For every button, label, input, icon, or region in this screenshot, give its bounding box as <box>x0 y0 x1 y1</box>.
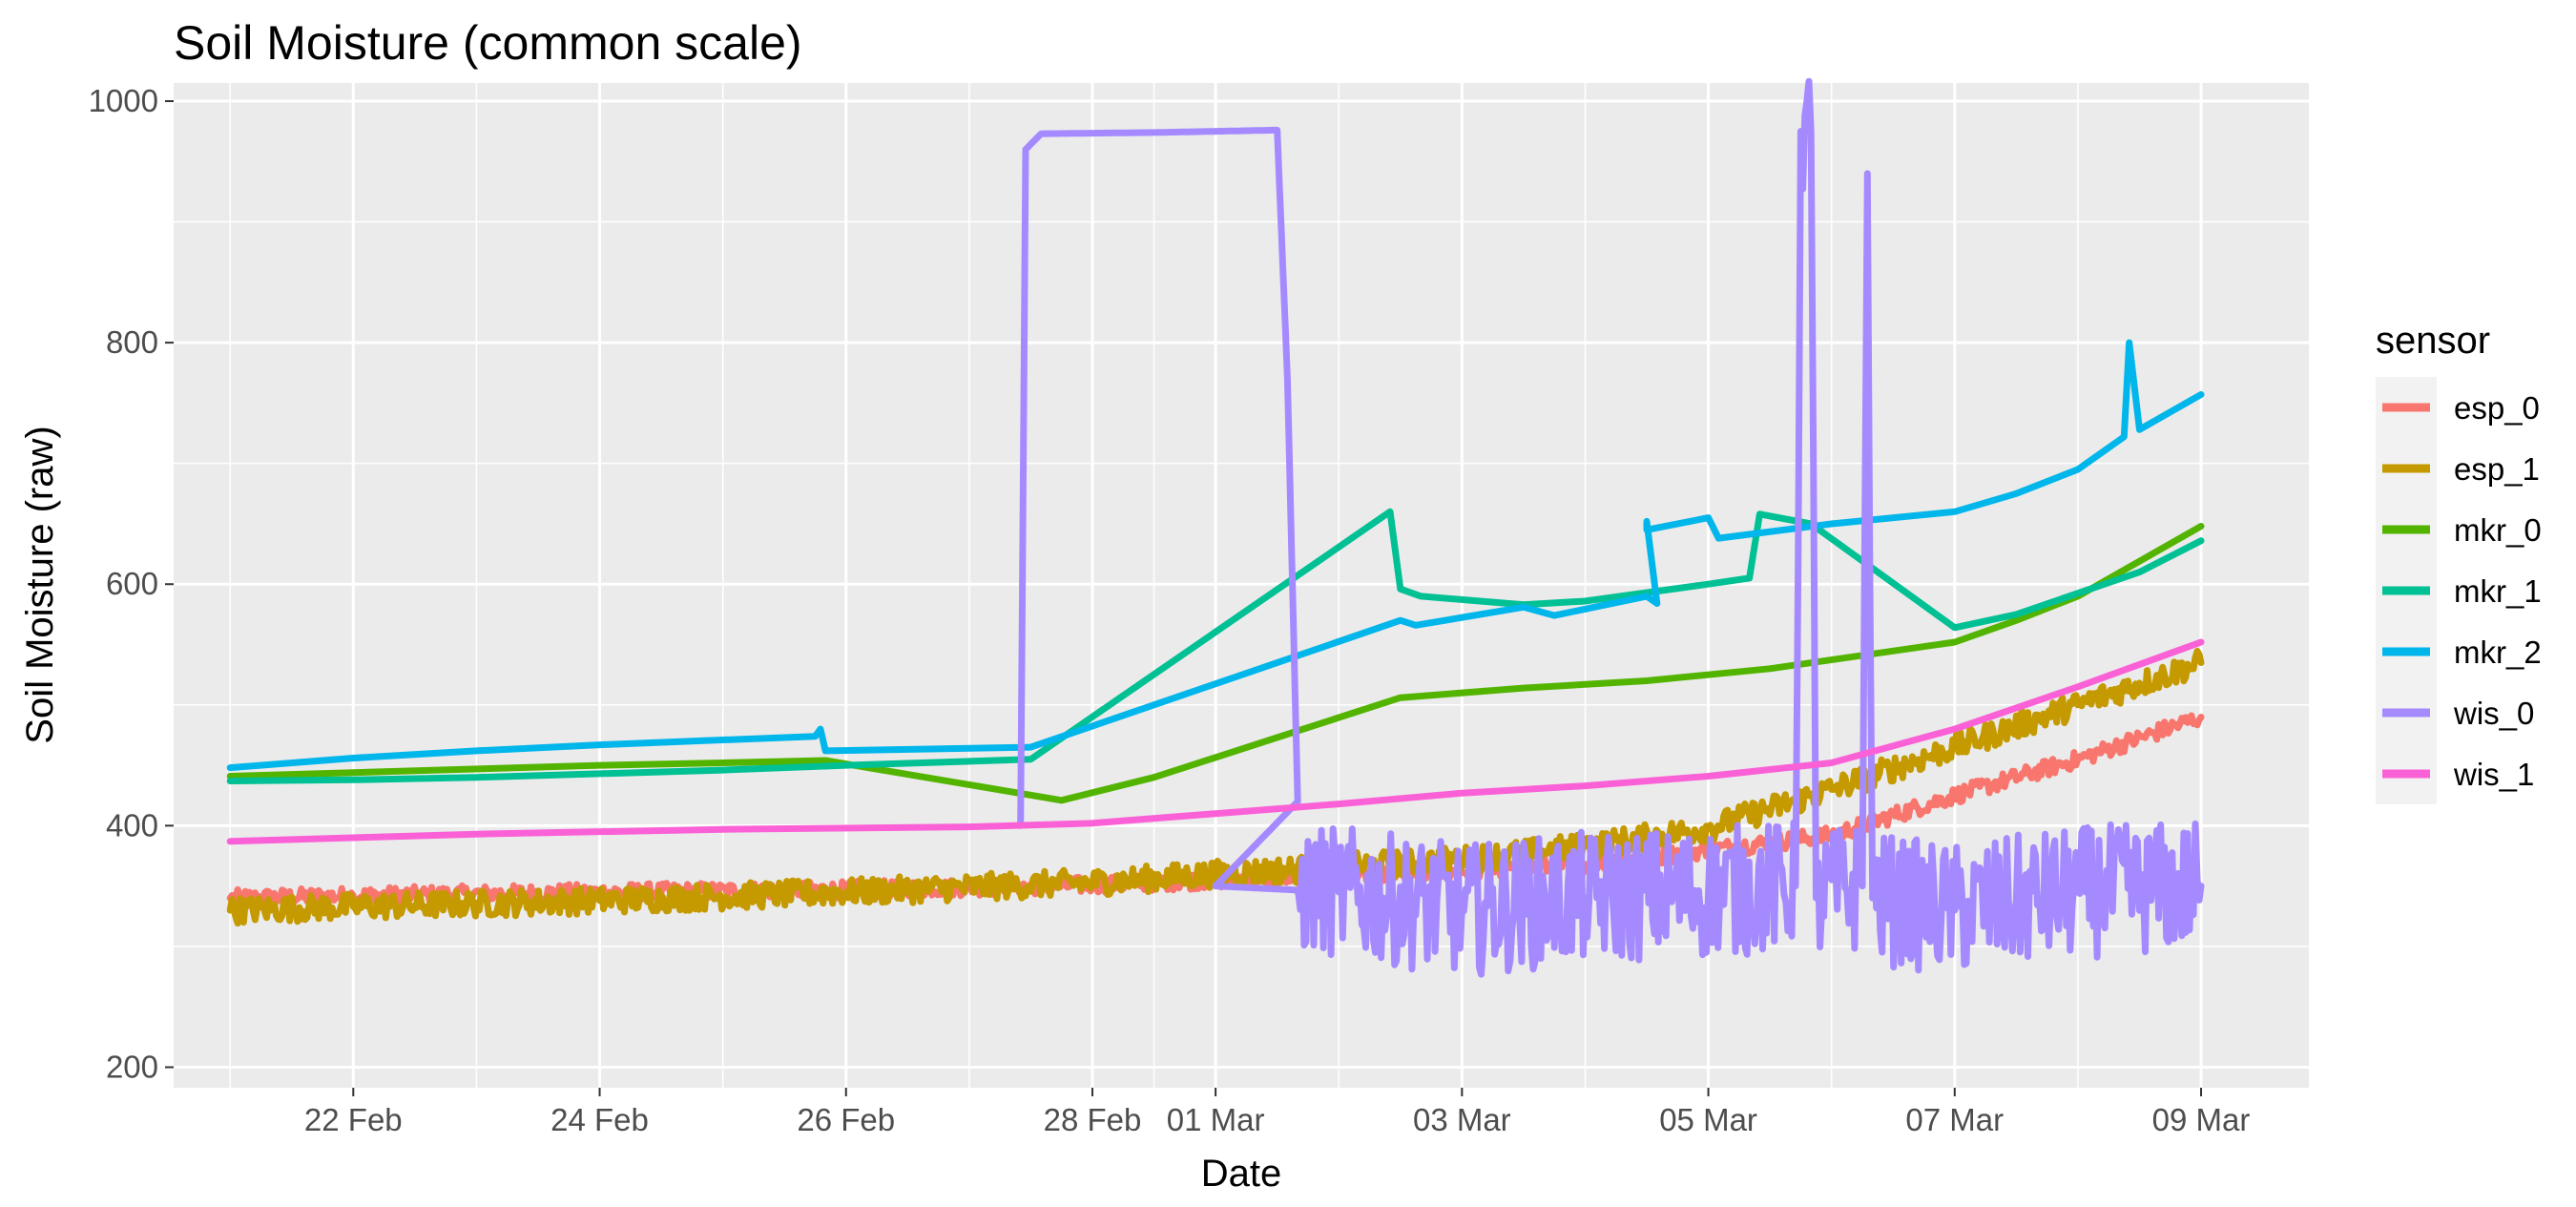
legend-label-mkr_2: mkr_2 <box>2454 635 2542 670</box>
series-line-mkr_2 <box>226 339 2205 772</box>
legend: sensor esp_0 esp_1 mkr_0 mkr_1 mkr_2 wis_0wis… <box>2376 320 2542 804</box>
legend-label-wis_1: wis_1 <box>2453 757 2534 792</box>
legend-label-esp_1: esp_1 <box>2454 451 2540 487</box>
y-tick-label: 1000 <box>89 83 158 118</box>
series-line-wis_0 <box>1017 77 2205 978</box>
y-tick-label: 200 <box>106 1049 158 1084</box>
x-axis-title: Date <box>1201 1153 1282 1195</box>
legend-title: sensor <box>2376 320 2490 362</box>
y-tick-label: 600 <box>106 566 158 601</box>
series-line-wis_1 <box>226 638 2205 845</box>
x-tick-label: 22 Feb <box>304 1102 403 1137</box>
x-tick-label: 05 Mar <box>1659 1102 1757 1137</box>
y-axis-title: Soil Moisture (raw) <box>19 426 61 743</box>
axes: 200 400 600 800 1000 22 Feb 24 Feb 26 Feb 28 Feb… <box>89 83 2251 1137</box>
x-tick-label: 03 Mar <box>1413 1102 1511 1137</box>
x-tick-label: 26 Feb <box>797 1102 895 1137</box>
chart-title: Soil Moisture (common scale) <box>174 16 802 70</box>
y-tick-label: 400 <box>106 807 158 843</box>
x-tick-label: 01 Mar <box>1167 1102 1265 1137</box>
x-tick-label: 28 Feb <box>1044 1102 1142 1137</box>
series-lines <box>226 77 2205 978</box>
legend-label-esp_0: esp_0 <box>2454 390 2540 426</box>
x-tick-label: 09 Mar <box>2152 1102 2251 1137</box>
series-line-mkr_1 <box>226 508 2205 784</box>
legend-label-mkr_1: mkr_1 <box>2454 573 2542 609</box>
legend-label-mkr_0: mkr_0 <box>2454 512 2542 548</box>
x-tick-label: 07 Mar <box>1905 1102 2004 1137</box>
series-line-mkr_0 <box>226 523 2205 804</box>
legend-label-wis_0: wis_0 <box>2453 696 2534 731</box>
y-tick-label: 800 <box>106 324 158 360</box>
x-tick-label: 24 Feb <box>551 1102 649 1137</box>
